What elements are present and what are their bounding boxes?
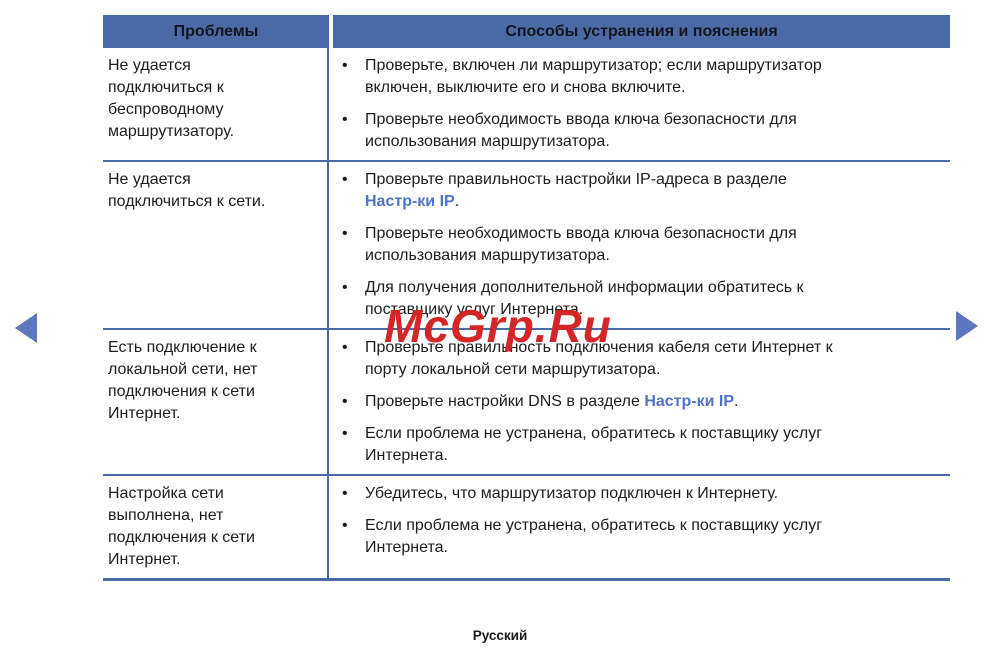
solution-item: • Проверьте необходимость ввода ключа без… <box>329 223 940 267</box>
text-segment: Проверьте необходимость ввода ключа безо… <box>365 225 797 264</box>
table-header-row: Проблемы Способы устранения и пояснения <box>103 15 950 48</box>
solution-item: • Проверьте правильность настройки IP-адр… <box>329 169 940 213</box>
bullet-icon: • <box>342 339 348 356</box>
problem-cell: Не удается подключиться к сети. <box>103 162 329 328</box>
bullet-icon: • <box>342 485 348 502</box>
menu-ref-link: Настр-ки IP <box>644 393 735 410</box>
solutions-cell: • Убедитесь, что маршрутизатор подключен … <box>329 476 950 578</box>
solution-item: • Убедитесь, что маршрутизатор подключен … <box>329 483 940 505</box>
troubleshooting-table: Проблемы Способы устранения и пояснения … <box>103 15 950 581</box>
next-page-arrow-icon[interactable] <box>956 311 978 341</box>
text-segment: Для получения дополнительной информации … <box>365 279 804 318</box>
solution-item: • Проверьте правильность подключения кабе… <box>329 337 940 381</box>
solution-text: Если проблема не устранена, обратитесь к… <box>365 423 940 467</box>
bullet-icon: • <box>342 393 348 410</box>
problem-cell: Есть подключение к локальной сети, нет п… <box>103 330 329 474</box>
solution-item: • Проверьте, включен ли маршрутизатор; ес… <box>329 55 940 99</box>
text-segment: Убедитесь, что маршрутизатор подключен к… <box>365 485 779 502</box>
text-segment: Проверьте настройки DNS в разделе <box>365 393 645 410</box>
bullet-icon: • <box>342 517 348 534</box>
text-segment: . <box>454 193 460 210</box>
problem-cell: Настройка сети выполнена, нет подключени… <box>103 476 329 578</box>
bullet-icon: • <box>342 111 348 128</box>
column-header-solutions: Способы устранения и пояснения <box>333 15 950 48</box>
table-row: Настройка сети выполнена, нет подключени… <box>103 476 950 581</box>
solution-text: Если проблема не устранена, обратитесь к… <box>365 515 940 559</box>
table-body: Не удается подключиться к беспроводному … <box>103 48 950 581</box>
bullet-icon: • <box>342 171 348 188</box>
solution-text: Проверьте необходимость ввода ключа безо… <box>365 223 940 267</box>
solution-text: Для получения дополнительной информации … <box>365 277 940 321</box>
text-segment: Если проблема не устранена, обратитесь к… <box>365 425 823 464</box>
solution-text: Проверьте правильность подключения кабел… <box>365 337 940 381</box>
text-segment: Проверьте необходимость ввода ключа безо… <box>365 111 797 150</box>
text-segment: Проверьте правильность настройки IP-адре… <box>365 171 787 188</box>
menu-ref-link: Настр-ки IP <box>365 193 455 210</box>
solution-item: • Проверьте настройки DNS в разделе Настр… <box>329 391 940 413</box>
table-row: Не удается подключиться к сети. • Проверьт… <box>103 162 950 330</box>
solution-item: • Для получения дополнительной информации… <box>329 277 940 321</box>
text-segment: . <box>734 393 739 410</box>
solutions-cell: • Проверьте правильность настройки IP-адр… <box>329 162 950 328</box>
solutions-cell: • Проверьте, включен ли маршрутизатор; ес… <box>329 48 950 160</box>
solution-text: Убедитесь, что маршрутизатор подключен к… <box>365 483 940 505</box>
bullet-icon: • <box>342 57 348 74</box>
solutions-cell: • Проверьте правильность подключения кабе… <box>329 330 950 474</box>
text-segment: Проверьте правильность подключения кабел… <box>365 339 833 378</box>
solution-text: Проверьте необходимость ввода ключа безо… <box>365 109 940 153</box>
text-segment: Проверьте, включен ли маршрутизатор; есл… <box>365 57 822 96</box>
solution-text: Проверьте, включен ли маршрутизатор; есл… <box>365 55 940 99</box>
watermark: McGrp.Ru <box>384 300 612 352</box>
bullet-icon: • <box>342 279 348 296</box>
bullet-icon: • <box>342 425 348 442</box>
solution-item: • Если проблема не устранена, обратитесь … <box>329 423 940 467</box>
bullet-icon: • <box>342 225 348 242</box>
column-header-problems: Проблемы <box>103 15 329 48</box>
solution-item: • Проверьте необходимость ввода ключа без… <box>329 109 940 153</box>
solution-text: Проверьте настройки DNS в разделе Настр-… <box>365 391 940 413</box>
problem-cell: Не удается подключиться к беспроводному … <box>103 48 329 160</box>
solution-item: • Если проблема не устранена, обратитесь … <box>329 515 940 559</box>
table-row: Не удается подключиться к беспроводному … <box>103 48 950 162</box>
solution-text: Проверьте правильность настройки IP-адре… <box>365 169 940 213</box>
header-divider <box>329 15 333 48</box>
prev-page-arrow-icon[interactable] <box>15 313 37 343</box>
table-row: Есть подключение к локальной сети, нет п… <box>103 330 950 476</box>
text-segment: Если проблема не устранена, обратитесь к… <box>365 517 823 556</box>
language-label: Русский <box>472 628 528 643</box>
